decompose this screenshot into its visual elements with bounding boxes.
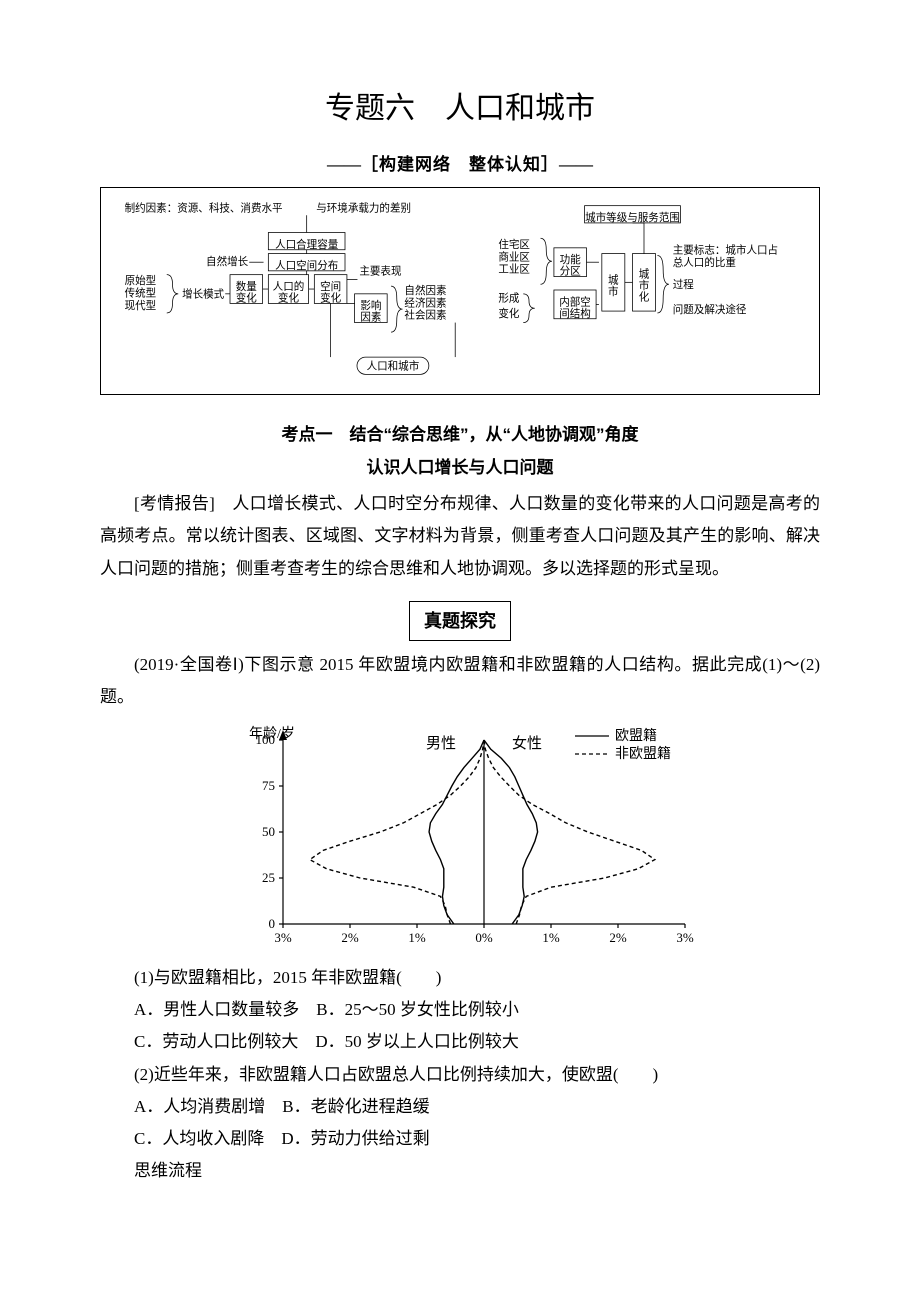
kaodian-heading: 考点一 结合“综合思维”，从“人地协调观”角度 认识人口增长与人口问题 — [100, 419, 820, 484]
svg-text:人口和城市: 人口和城市 — [367, 360, 420, 373]
svg-text:0%: 0% — [475, 930, 493, 945]
q2-stem: (2)近些年来，非欧盟籍人口占欧盟总人口比例持续加大，使欧盟( ) — [100, 1059, 820, 1091]
svg-text:化: 化 — [639, 291, 650, 304]
q2-options-line1: A．人均消费剧增 B．老龄化进程趋缓 — [100, 1091, 820, 1123]
svg-text:主要表现: 主要表现 — [359, 265, 402, 278]
svg-text:因素: 因素 — [360, 311, 381, 324]
report-paragraph: [考情报告] 人口增长模式、人口时空分布规律、人口数量的变化带来的人口问题是高考… — [100, 488, 820, 585]
svg-text:变化: 变化 — [320, 292, 342, 305]
svg-text:内部空: 内部空 — [559, 296, 591, 309]
svg-text:2%: 2% — [609, 930, 627, 945]
q2-opt-a: A．人均消费剧增 — [134, 1097, 265, 1116]
svg-text:城: 城 — [639, 269, 650, 281]
svg-text:50: 50 — [262, 824, 275, 839]
banner: ——［构建网络 整体认知］—— — [100, 149, 820, 181]
banner-text: ［构建网络 整体认知］ — [361, 155, 559, 174]
svg-text:经济因素: 经济因素 — [404, 297, 446, 310]
svg-text:变化: 变化 — [498, 307, 520, 320]
svg-text:75: 75 — [262, 778, 275, 793]
svg-text:影响: 影响 — [360, 299, 381, 312]
kaodian-line1: 考点一 结合“综合思维”，从“人地协调观”角度 — [282, 419, 639, 451]
svg-text:分区: 分区 — [560, 266, 582, 278]
q1-options-line2: C．劳动人口比例较大 D．50 岁以上人口比例较大 — [100, 1026, 820, 1058]
page-title: 专题六 人口和城市 — [100, 80, 820, 137]
svg-text:城市等级与服务范围: 城市等级与服务范围 — [585, 211, 680, 224]
section-pill-text: 真题探究 — [409, 601, 511, 641]
svg-text:人口的: 人口的 — [273, 280, 305, 293]
q2-opt-c: C．人均收入剧降 — [134, 1129, 264, 1148]
svg-text:年龄/岁: 年龄/岁 — [249, 726, 295, 742]
q1-opt-b: B．25～50 岁女性比例较小 — [316, 1000, 519, 1019]
svg-text:0: 0 — [269, 916, 276, 931]
population-pyramid-chart: 0255075100年龄/岁3%2%1%0%1%2%3%男性女性欧盟籍非欧盟籍 — [225, 720, 695, 950]
banner-dash-left: —— — [327, 155, 361, 174]
svg-text:总人口的比重: 总人口的比重 — [673, 256, 736, 269]
flow-label: 思维流程 — [100, 1155, 820, 1187]
svg-text:非欧盟籍: 非欧盟籍 — [615, 745, 671, 762]
svg-text:社会因素: 社会因素 — [404, 309, 446, 322]
concept-map-svg: 制约因素：资源、科技、消费水平 与环境承载力的差别人口合理容量人口空间分布 自然增长… — [115, 198, 805, 380]
svg-text:制约因素：资源、科技、消费水平: 制约因素：资源、科技、消费水平 — [125, 202, 283, 215]
svg-text:空间: 空间 — [320, 280, 341, 293]
svg-text:自然因素: 自然因素 — [404, 284, 446, 297]
svg-text:2%: 2% — [341, 930, 359, 945]
svg-text:人口空间分布: 人口空间分布 — [275, 259, 338, 272]
report-label: [考情报告] — [134, 494, 232, 513]
q1-stem: (1)与欧盟籍相比，2015 年非欧盟籍( ) — [100, 962, 820, 994]
svg-text:1%: 1% — [542, 930, 560, 945]
kaodian-line2: 认识人口增长与人口问题 — [367, 452, 554, 484]
svg-text:自然增长: 自然增长 — [206, 255, 249, 268]
svg-text:主要标志：城市人口占: 主要标志：城市人口占 — [673, 244, 778, 257]
svg-text:传统型: 传统型 — [125, 287, 157, 300]
svg-text:男性: 男性 — [426, 735, 456, 752]
svg-text:女性: 女性 — [512, 734, 542, 752]
q1-opt-a: A．男性人口数量较多 — [134, 1000, 299, 1019]
q2-opt-b: B．老龄化进程趋缓 — [282, 1097, 429, 1116]
svg-text:市: 市 — [639, 279, 650, 292]
svg-text:城: 城 — [608, 275, 619, 287]
svg-text:增长模式: 增长模式 — [182, 288, 225, 301]
svg-text:住宅区: 住宅区 — [498, 238, 530, 251]
svg-text:人口合理容量: 人口合理容量 — [275, 238, 339, 251]
banner-dash-right: —— — [559, 155, 593, 174]
svg-text:与环境承载力的差别: 与环境承载力的差别 — [316, 202, 411, 215]
q1-options-line1: A．男性人口数量较多 B．25～50 岁女性比例较小 — [100, 994, 820, 1026]
q2-opt-d: D．劳动力供给过剩 — [281, 1129, 429, 1148]
svg-text:市: 市 — [608, 285, 619, 298]
q2-options-line2: C．人均收入剧降 D．劳动力供给过剩 — [100, 1123, 820, 1155]
svg-text:间结构: 间结构 — [559, 307, 591, 320]
q1-opt-c: C．劳动人口比例较大 — [134, 1032, 298, 1051]
concept-map-container: 制约因素：资源、科技、消费水平 与环境承载力的差别人口合理容量人口空间分布 自然增长… — [100, 187, 820, 395]
svg-text:数量: 数量 — [236, 280, 258, 293]
svg-text:变化: 变化 — [278, 292, 300, 305]
svg-text:商业区: 商业区 — [498, 251, 530, 264]
svg-text:现代型: 现代型 — [125, 299, 157, 312]
svg-text:工业区: 工业区 — [498, 264, 530, 276]
svg-text:变化: 变化 — [236, 292, 258, 305]
svg-text:原始型: 原始型 — [125, 275, 157, 288]
svg-text:过程: 过程 — [673, 278, 695, 291]
svg-text:问题及解决途径: 问题及解决途径 — [673, 303, 747, 316]
question-stem: (2019·全国卷Ⅰ)下图示意 2015 年欧盟境内欧盟籍和非欧盟籍的人口结构。… — [100, 649, 820, 714]
svg-text:3%: 3% — [274, 930, 292, 945]
svg-text:形成: 形成 — [498, 293, 520, 305]
q1-opt-d: D．50 岁以上人口比例较大 — [315, 1032, 519, 1051]
svg-text:欧盟籍: 欧盟籍 — [615, 727, 657, 744]
svg-text:25: 25 — [262, 870, 275, 885]
section-pill: 真题探究 — [100, 601, 820, 641]
svg-text:功能: 功能 — [560, 253, 582, 266]
svg-text:1%: 1% — [408, 930, 426, 945]
svg-text:3%: 3% — [676, 930, 694, 945]
